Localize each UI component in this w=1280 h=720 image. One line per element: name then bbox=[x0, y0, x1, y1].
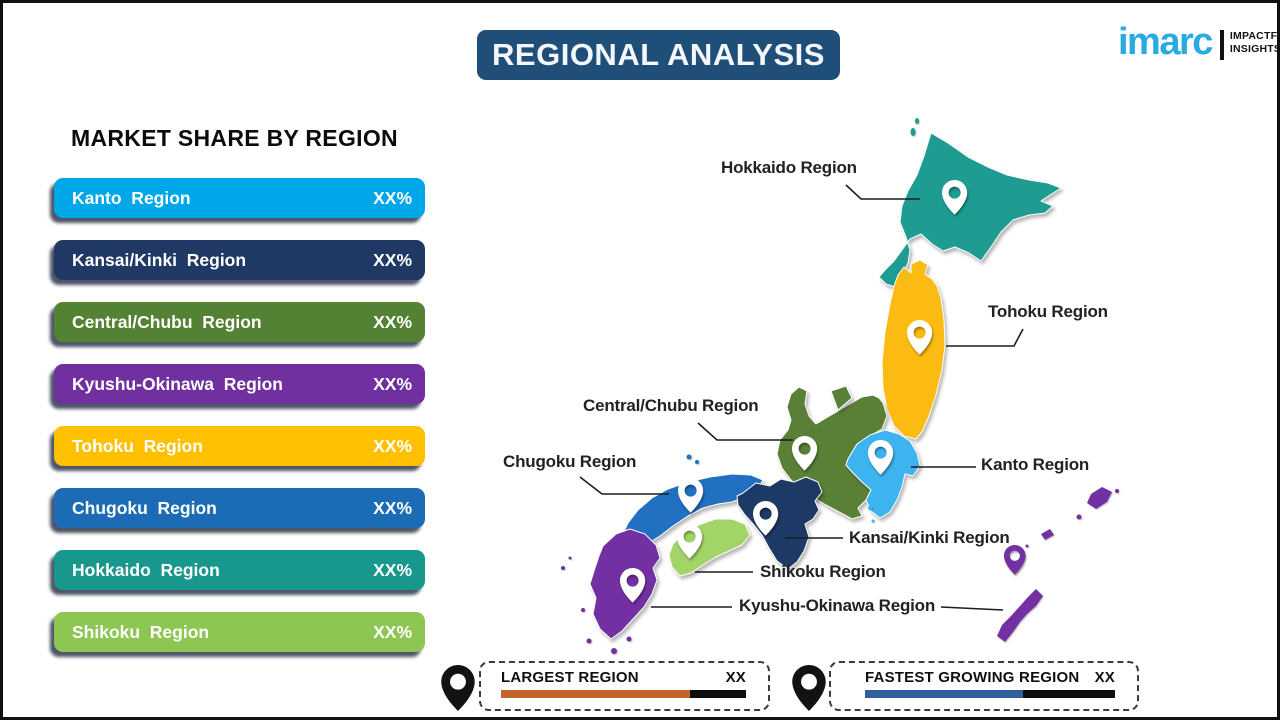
bar-label: Shikoku Region bbox=[72, 621, 210, 642]
imarc-logo-text: imarc bbox=[1118, 21, 1213, 63]
fastest-growing-value: XX bbox=[1094, 669, 1115, 686]
kansai-region-shape bbox=[736, 476, 823, 570]
market-share-bar-chubu: Central/Chubu Region XX% bbox=[54, 302, 425, 342]
market-share-bar-kansai: Kansai/Kinki Region XX% bbox=[54, 240, 425, 280]
fastest-growing-bar bbox=[865, 690, 1115, 698]
hokkaido-region-group bbox=[878, 118, 1062, 288]
map-label-kanto: Kanto Region bbox=[981, 455, 1090, 474]
logo-divider bbox=[1219, 30, 1224, 60]
oki-islet bbox=[686, 454, 692, 460]
kyushu-islet bbox=[581, 608, 585, 612]
fastest-growing-legend: FASTEST GROWING REGION XX bbox=[829, 661, 1139, 711]
label-connector-lines bbox=[579, 184, 1024, 611]
largest-region-legend: LARGEST REGION XX bbox=[479, 661, 770, 711]
bar-value: XX% bbox=[373, 497, 412, 518]
market-share-bar-tohoku: Tohoku Region XX% bbox=[54, 426, 425, 466]
bar-value: XX% bbox=[373, 373, 412, 394]
bar-label: Hokkaido Region bbox=[72, 559, 220, 580]
market-share-bar-kanto: Kanto Region XX% bbox=[54, 178, 425, 218]
fastest-growing-bar-remainder bbox=[1022, 690, 1115, 698]
largest-region-bar bbox=[501, 690, 746, 698]
map-label-chubu: Central/Chubu Region bbox=[583, 396, 759, 415]
map-label-shikoku: Shikoku Region bbox=[760, 562, 886, 581]
amami-islet bbox=[1115, 489, 1119, 493]
bar-value: XX% bbox=[373, 187, 412, 208]
oki-islet bbox=[695, 460, 699, 464]
bar-value: XX% bbox=[373, 249, 412, 270]
market-share-bar-chugoku: Chugoku Region XX% bbox=[54, 488, 425, 528]
hokkaido-connector-line bbox=[845, 184, 920, 200]
okinawa-main-island-shape bbox=[997, 589, 1043, 642]
fastest-growing-label: FASTEST GROWING REGION bbox=[865, 669, 1080, 686]
bar-label: Kyushu-Okinawa Region bbox=[72, 373, 283, 394]
bar-value: XX% bbox=[373, 311, 412, 332]
hokkaido-islet bbox=[910, 128, 916, 136]
bar-label: Kansai/Kinki Region bbox=[72, 249, 247, 270]
okinawa-islet-shape bbox=[1041, 529, 1054, 540]
tsushima-islet bbox=[561, 566, 565, 570]
market-share-bar-shikoku: Shikoku Region XX% bbox=[54, 612, 425, 652]
kanto-region-group bbox=[845, 429, 921, 523]
logo-tagline: IMPACTFUL INSIGHTS bbox=[1229, 30, 1280, 55]
logo-tagline-line2: INSIGHTS bbox=[1229, 42, 1280, 55]
bar-label: Kanto Region bbox=[72, 187, 191, 208]
fastest-growing-bar-fill bbox=[865, 690, 1023, 698]
pin-glyph bbox=[441, 665, 475, 711]
largest-region-value: XX bbox=[725, 669, 746, 686]
tsushima-islet bbox=[568, 556, 572, 560]
izu-islet bbox=[871, 519, 875, 523]
largest-region-label: LARGEST REGION bbox=[501, 669, 639, 686]
sado-island-shape bbox=[830, 385, 853, 411]
logo-tagline-line1: IMPACTFUL bbox=[1229, 30, 1278, 42]
kanto-region-shape bbox=[845, 429, 921, 519]
kyushu-islet bbox=[626, 636, 632, 642]
largest-region-pin-icon bbox=[441, 665, 475, 711]
map-label-tohoku: Tohoku Region bbox=[988, 302, 1108, 321]
bar-label: Chugoku Region bbox=[72, 497, 217, 518]
hokkaido-islet bbox=[915, 118, 919, 124]
map-pin-okinawa bbox=[1004, 545, 1026, 575]
map-label-kansai: Kansai/Kinki Region bbox=[849, 528, 1010, 547]
bar-label: Central/Chubu Region bbox=[72, 311, 262, 332]
tohoku-connector-line bbox=[946, 328, 1024, 347]
okinawa-islet bbox=[1025, 544, 1029, 548]
bar-value: XX% bbox=[373, 435, 412, 456]
bar-value: XX% bbox=[373, 621, 412, 642]
pin-glyph bbox=[792, 665, 826, 711]
market-share-heading: MARKET SHARE BY REGION bbox=[71, 125, 398, 151]
map-label-hokkaido: Hokkaido Region bbox=[721, 158, 857, 177]
tohoku-region-shape bbox=[881, 259, 946, 440]
largest-region-bar-fill bbox=[501, 690, 690, 698]
shikoku-region-shape bbox=[668, 518, 751, 577]
chubu-connector-line bbox=[697, 422, 793, 441]
map-label-chugoku: Chugoku Region bbox=[503, 452, 637, 471]
hokkaido-region-shape bbox=[878, 132, 1062, 288]
chugoku-connector-line bbox=[579, 476, 669, 495]
bar-label: Tohoku Region bbox=[72, 435, 203, 456]
market-share-bar-list: Kanto Region XX% Kansai/Kinki Region XX%… bbox=[54, 178, 425, 674]
izu-islet bbox=[868, 506, 872, 510]
largest-region-bar-remainder bbox=[689, 690, 746, 698]
map-label-kyushu-okinawa: Kyushu-Okinawa Region bbox=[739, 596, 936, 615]
market-share-bar-hokkaido: Hokkaido Region XX% bbox=[54, 550, 425, 590]
okinawa-connector-line bbox=[940, 606, 1004, 611]
kyushu-islet bbox=[586, 638, 592, 644]
amami-island-shape bbox=[1087, 487, 1112, 509]
imarc-logo: imarc IMPACTFUL INSIGHTS bbox=[1118, 21, 1280, 63]
kyushu-islet bbox=[611, 648, 617, 654]
japan-map bbox=[561, 118, 1119, 654]
amami-islet bbox=[1076, 514, 1082, 520]
market-share-bar-kyushu: Kyushu-Okinawa Region XX% bbox=[54, 364, 425, 404]
page-title: REGIONAL ANALYSIS bbox=[477, 30, 840, 80]
fastest-growing-pin-icon bbox=[792, 665, 826, 711]
bar-value: XX% bbox=[373, 559, 412, 580]
